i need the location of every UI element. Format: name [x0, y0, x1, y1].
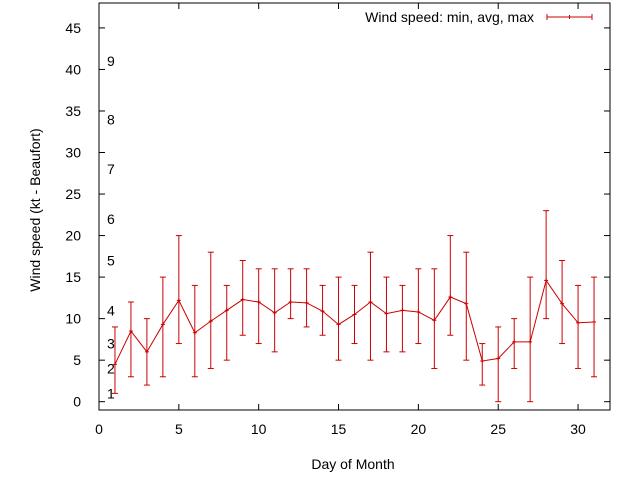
x-tick-label: 0 [95, 421, 103, 437]
x-tick-label: 15 [331, 421, 347, 437]
x-tick-label: 25 [490, 421, 506, 437]
x-axis-label: Day of Month [311, 456, 394, 472]
beaufort-label: 1 [107, 385, 115, 401]
y-tick-label: 10 [65, 311, 81, 327]
y-tick-label: 25 [65, 186, 81, 202]
x-tick-label: 10 [251, 421, 267, 437]
x-tick-label: 5 [175, 421, 183, 437]
y-tick-label: 35 [65, 103, 81, 119]
beaufort-label: 4 [107, 302, 115, 318]
x-tick-label: 30 [570, 421, 586, 437]
beaufort-label: 9 [107, 53, 115, 69]
beaufort-label: 7 [107, 161, 115, 177]
y-tick-label: 5 [73, 352, 81, 368]
beaufort-scale-labels: 1 2 3 4 5 6 7 8 9 [107, 53, 115, 401]
legend-sample [546, 14, 593, 20]
y-tick-label: 30 [65, 145, 81, 161]
wind-speed-series [111, 210, 598, 403]
x-tick-label: 20 [411, 421, 427, 437]
beaufort-label: 6 [107, 211, 115, 227]
y-axis-label: Wind speed (kt - Beaufort) [27, 128, 43, 291]
x-axis-ticks: 0 5 10 15 20 25 30 [95, 3, 586, 437]
plot-frame [98, 2, 611, 411]
y-tick-label: 40 [65, 61, 81, 77]
beaufort-label: 3 [107, 336, 115, 352]
beaufort-label: 8 [107, 111, 115, 127]
y-tick-label: 15 [65, 269, 81, 285]
legend-label: Wind speed: min, avg, max [365, 9, 534, 25]
beaufort-label: 2 [107, 360, 115, 376]
beaufort-label: 5 [107, 252, 115, 268]
plot-border [98, 2, 611, 411]
y-tick-label: 20 [65, 228, 81, 244]
legend: Wind speed: min, avg, max [365, 9, 593, 25]
y-tick-label: 45 [65, 20, 81, 36]
y-tick-label: 0 [73, 394, 81, 410]
